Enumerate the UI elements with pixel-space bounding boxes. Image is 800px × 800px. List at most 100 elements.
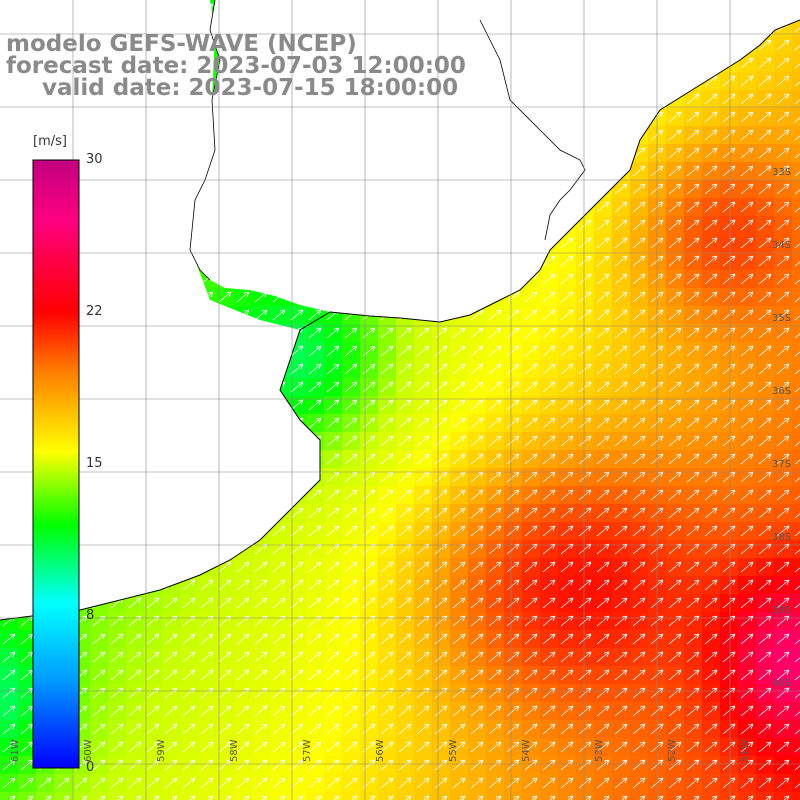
wind-arrow [776,165,790,177]
field-cell [720,630,739,649]
wind-arrow [254,597,268,609]
wind-arrow [578,399,592,411]
wind-arrow [218,741,232,753]
wind-arrow [344,741,358,753]
wind-arrow [470,453,484,465]
field-cell [738,144,757,163]
field-cell [378,342,397,361]
wind-arrow [704,21,718,33]
wind-arrow [596,417,610,429]
field-cell [0,684,19,703]
wind-arrow [704,129,718,141]
field-cell [792,468,800,487]
wind-arrow [542,75,556,87]
field-cell [522,594,541,613]
field-cell [324,414,343,433]
field-cell [648,684,667,703]
wind-arrow [506,417,520,429]
field-cell [468,648,487,667]
wind-arrow [488,93,502,105]
wind-arrow [38,147,52,159]
field-cell [612,378,631,397]
wind-arrow [344,435,358,447]
field-cell [486,666,505,685]
wind-arrow [452,489,466,501]
field-cell [792,504,800,523]
field-cell [252,666,271,685]
wind-arrow [153,795,160,800]
wind-arrow [236,237,250,249]
wind-arrow [146,273,160,285]
wind-arrow [272,309,286,321]
wind-arrow [92,183,106,195]
wind-arrow [2,219,16,231]
wind-arrow [632,597,646,609]
field-cell [126,738,145,757]
field-cell [630,702,649,721]
wind-arrow [128,237,142,249]
wind-arrow [542,615,556,627]
wind-arrow [308,57,322,69]
wind-arrow [722,309,736,321]
field-cell [360,558,379,577]
field-cell [306,630,325,649]
wind-arrow [452,255,466,267]
wind-arrow [416,507,430,519]
wind-arrow [416,525,430,537]
wind-arrow [92,435,106,447]
wind-arrow [218,525,232,537]
wind-arrow [506,687,520,699]
field-cell [666,486,685,505]
wind-arrow [488,111,502,123]
field-cell [288,540,307,559]
field-cell [360,594,379,613]
field-cell [738,522,757,541]
wind-arrow [560,345,574,357]
wind-arrow [2,363,16,375]
field-cell [450,522,469,541]
field-cell [792,702,800,721]
wind-arrow [218,237,232,249]
wind-arrow [2,705,16,717]
field-cell [180,756,199,775]
field-cell [738,504,757,523]
wind-arrow [380,741,394,753]
wind-arrow [560,561,574,573]
wind-arrow [740,579,754,591]
wind-arrow [128,147,142,159]
wind-arrow [434,345,448,357]
wind-arrow [218,111,232,123]
wind-arrow [794,459,800,465]
field-cell [630,792,649,800]
wind-arrow [506,363,520,375]
wind-arrow [146,561,160,573]
wind-arrow [722,381,736,393]
wind-arrow [452,507,466,519]
wind-arrow [434,165,448,177]
field-cell [702,450,721,469]
wind-arrow [686,579,700,591]
wind-arrow [315,795,322,800]
wind-arrow [398,3,412,15]
wind-arrow [92,669,106,681]
field-cell [720,756,739,775]
field-cell [666,540,685,559]
wind-arrow [794,135,800,141]
field-cell [702,216,721,235]
field-cell [486,594,505,613]
wind-arrow [92,687,106,699]
wind-arrow [704,633,718,645]
lon-label-56w: 56W [375,739,386,762]
field-cell [648,702,667,721]
field-cell [522,558,541,577]
field-cell [702,504,721,523]
field-cell [180,720,199,739]
wind-arrow [398,723,412,735]
field-cell [576,504,595,523]
wind-arrow [524,75,538,87]
field-cell [486,306,505,325]
wind-arrow [128,3,142,15]
wind-arrow [2,237,16,249]
wind-arrow [182,363,196,375]
field-cell [144,792,163,800]
